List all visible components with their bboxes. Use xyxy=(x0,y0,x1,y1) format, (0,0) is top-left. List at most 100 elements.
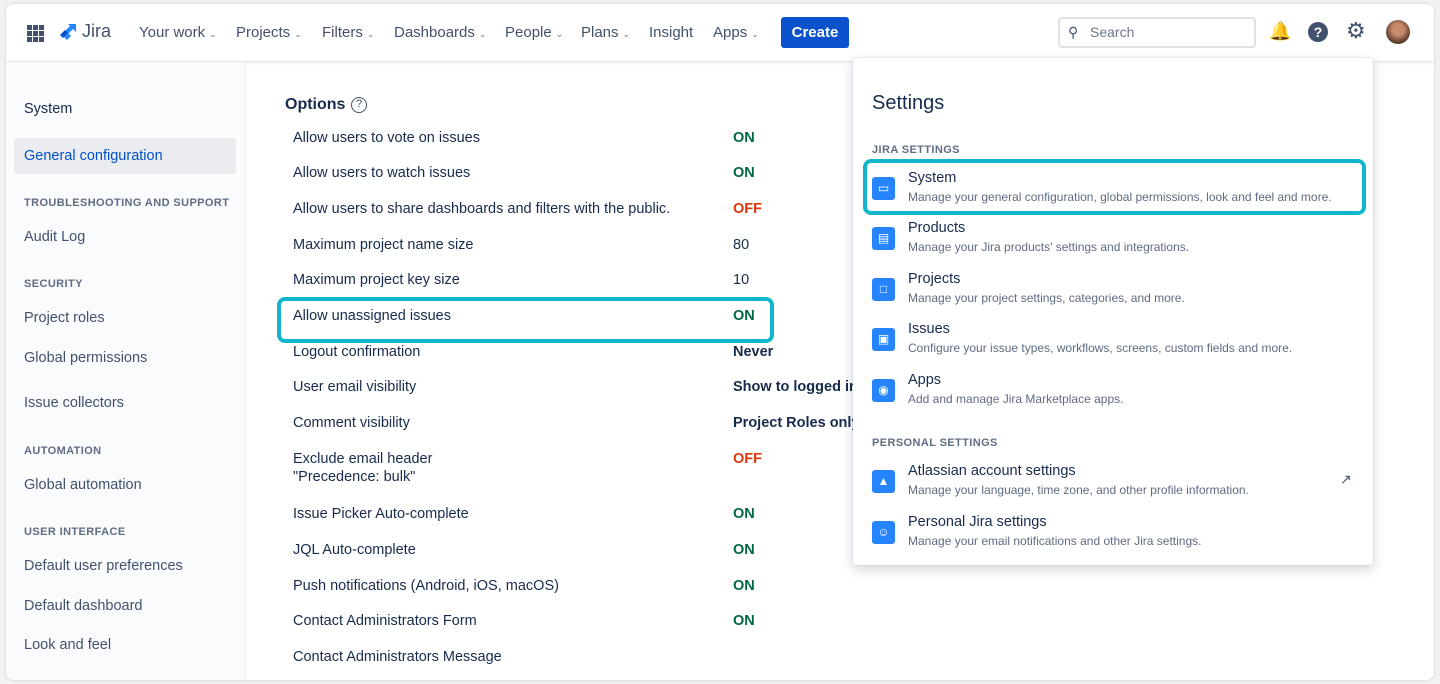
chevron-down-icon: ⌄ xyxy=(751,29,759,39)
nav-label: People xyxy=(505,24,552,41)
nav-dashboards[interactable]: Dashboards ⌄ xyxy=(394,24,486,41)
highlight-system xyxy=(863,159,1366,215)
chevron-down-icon: ⌄ xyxy=(555,29,564,39)
sidebar-heading-user-interface: USER INTERFACE xyxy=(24,526,126,538)
app-switcher-icon[interactable] xyxy=(27,25,44,42)
nav-plans[interactable]: Plans ⌄ xyxy=(581,24,630,41)
option-value: 80 xyxy=(733,237,750,253)
settings-item-name: Atlassian account settings xyxy=(908,463,1076,479)
option-value: Never xyxy=(733,344,774,360)
jira-window: Jira Your work ⌄ Projects ⌄ Filters ⌄ Dashb… xyxy=(6,4,1434,680)
option-label: Logout confirmation xyxy=(293,344,421,360)
option-label: Exclude email header xyxy=(293,451,433,467)
option-label: Contact Administrators Message xyxy=(293,649,502,665)
option-value: 10 xyxy=(733,272,750,288)
search-icon: ⚲ xyxy=(1068,24,1079,40)
create-button[interactable]: Create xyxy=(781,17,849,48)
nav-insight[interactable]: Insight xyxy=(649,24,693,41)
settings-item-name: Issues xyxy=(908,321,950,337)
option-label: Maximum project name size xyxy=(293,237,474,253)
settings-item-description: Manage your language, time zone, and oth… xyxy=(908,483,1249,497)
option-label-line2: "Precedence: bulk" xyxy=(293,469,416,485)
settings-item-name: Projects xyxy=(908,271,961,287)
help-circle-icon[interactable]: ? xyxy=(351,97,367,113)
option-label: Allow users to watch issues xyxy=(293,165,471,181)
sidebar-item-issue-collectors[interactable]: Issue collectors xyxy=(24,395,124,411)
settings-item-atlassian-account-settings[interactable]: ▲ Atlassian account settings Manage your l… xyxy=(872,463,1352,507)
sidebar-item-general-configuration[interactable]: General configuration xyxy=(24,148,163,164)
settings-item-description: Manage your project settings, categories… xyxy=(908,291,1185,305)
nav-label: Your work xyxy=(139,24,206,41)
options-title: Options xyxy=(285,96,346,113)
search-placeholder: Search xyxy=(1090,24,1135,40)
option-label: Allow users to share dashboards and filt… xyxy=(293,201,671,217)
highlight-allow-unassigned xyxy=(277,297,774,343)
settings-item-personal-jira-settings[interactable]: ☺ Personal Jira settings Manage your email… xyxy=(872,514,1352,558)
sidebar-item-look-and-feel[interactable]: Look and feel xyxy=(24,637,112,653)
settings-item-description: Manage your general configuration, globa… xyxy=(908,190,1332,204)
settings-item-issues[interactable]: ▣ Issues Configure your issue types, workf… xyxy=(872,321,1352,365)
nav-your-work[interactable]: Your work ⌄ xyxy=(139,24,217,41)
settings-item-apps[interactable]: ◉ Apps Add and manage Jira Marketplace app… xyxy=(872,372,1352,416)
sidebar-heading-automation: AUTOMATION xyxy=(24,445,102,457)
chevron-down-icon: ⌄ xyxy=(366,29,375,39)
option-label: JQL Auto-complete xyxy=(293,542,416,558)
settings-item-products[interactable]: ▤ Products Manage your Jira products' sett… xyxy=(872,220,1352,264)
nav-label: Projects xyxy=(236,24,291,41)
sidebar-selected-bg xyxy=(14,138,236,174)
person-icon: ☺ xyxy=(872,521,895,544)
settings-title: Settings xyxy=(872,92,945,114)
settings-item-description: Manage your Jira products' settings and … xyxy=(908,240,1190,254)
option-value: ON xyxy=(733,506,755,522)
folder-icon: □ xyxy=(872,278,895,301)
sidebar-item-audit-log[interactable]: Audit Log xyxy=(24,229,86,245)
sidebar-item-project-roles[interactable]: Project roles xyxy=(24,310,105,326)
settings-item-description: Add and manage Jira Marketplace apps. xyxy=(908,392,1124,406)
nav-filters[interactable]: Filters ⌄ xyxy=(322,24,374,41)
external-link-icon[interactable]: ↗ xyxy=(1340,471,1352,487)
help-icon[interactable]: ? xyxy=(1308,22,1328,42)
sidebar-title: System xyxy=(24,101,73,117)
sidebar-item-default-user-preferences[interactable]: Default user preferences xyxy=(24,558,183,574)
jira-logo-icon xyxy=(60,23,76,40)
settings-gear-icon[interactable]: ⚙ xyxy=(1346,18,1366,43)
chevron-down-icon: ⌄ xyxy=(294,29,302,39)
option-value: ON xyxy=(733,130,755,146)
chevron-down-icon: ⌄ xyxy=(209,29,217,39)
search-input[interactable]: ⚲ Search xyxy=(1058,17,1256,48)
sidebar-item-default-dashboard[interactable]: Default dashboard xyxy=(24,598,143,614)
sidebar-heading-troubleshooting: TROUBLESHOOTING AND SUPPORT xyxy=(24,197,230,209)
nav-people[interactable]: People ⌄ xyxy=(505,24,563,41)
sidebar-item-global-automation[interactable]: Global automation xyxy=(24,477,142,493)
jira-settings-heading: JIRA SETTINGS xyxy=(872,144,960,156)
option-value: ON xyxy=(733,578,755,594)
settings-item-name: Products xyxy=(908,220,966,236)
nav-projects[interactable]: Projects ⌄ xyxy=(236,24,302,41)
option-value: ON xyxy=(733,165,755,181)
option-value: Show to logged in xyxy=(733,379,858,395)
apps-icon: ◉ xyxy=(872,379,895,402)
app-name: Jira xyxy=(82,21,112,41)
top-navigation: Jira Your work ⌄ Projects ⌄ Filters ⌄ Dashb… xyxy=(6,4,1434,62)
settings-item-projects[interactable]: □ Projects Manage your project settings, c… xyxy=(872,271,1352,315)
option-value: OFF xyxy=(733,201,762,217)
sidebar: System General configuration TROUBLESHOO… xyxy=(6,62,246,680)
settings-item-system[interactable]: ▭ System Manage your general configuration… xyxy=(872,170,1352,214)
option-value: OFF xyxy=(733,451,762,467)
settings-item-description: Manage your email notifications and othe… xyxy=(908,534,1202,548)
nav-label: Apps xyxy=(713,24,748,41)
avatar[interactable] xyxy=(1386,20,1410,44)
notifications-icon[interactable]: 🔔 xyxy=(1269,21,1292,41)
monitor-icon: ▭ xyxy=(872,177,895,200)
nav-apps[interactable]: Apps ⌄ xyxy=(713,24,759,41)
settings-item-name: Apps xyxy=(908,372,942,388)
option-value: ON xyxy=(733,542,755,558)
jira-logo[interactable]: Jira xyxy=(58,21,111,42)
option-label: Allow users to vote on issues xyxy=(293,130,480,146)
option-label: Contact Administrators Form xyxy=(293,613,477,629)
sidebar-item-global-permissions[interactable]: Global permissions xyxy=(24,350,148,366)
option-label: Maximum project key size xyxy=(293,272,460,288)
nav-label: Filters xyxy=(322,24,363,41)
option-label: Comment visibility xyxy=(293,415,410,431)
nav-label: Insight xyxy=(649,24,694,41)
